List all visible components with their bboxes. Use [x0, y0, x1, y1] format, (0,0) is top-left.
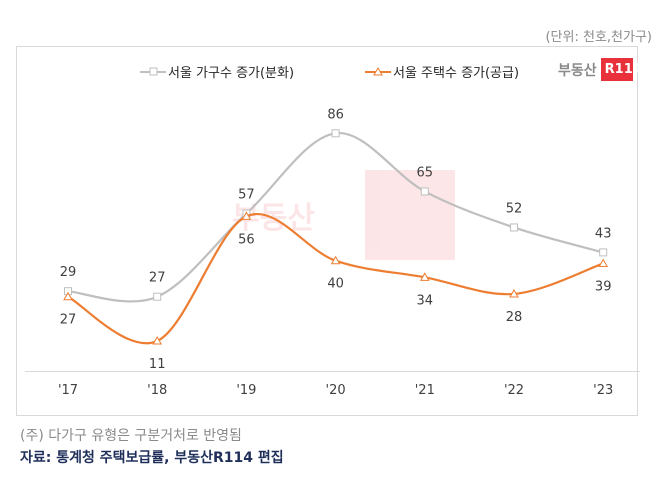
data-point-square [420, 187, 429, 196]
data-label: 27 [60, 313, 77, 328]
legend-square-marker [149, 67, 158, 76]
data-point-triangle [241, 211, 252, 220]
x-tick-label: '19 [236, 383, 256, 398]
data-label: 86 [327, 107, 344, 122]
data-point-triangle [509, 288, 519, 298]
data-point-square [510, 223, 518, 232]
x-tick-label: '20 [326, 383, 346, 398]
legend-label: 서울 주택수 증가(공급) [393, 66, 519, 81]
data-point-triangle [63, 291, 73, 301]
data-point-triangle [598, 258, 609, 267]
logo: 부동산 R114 [558, 58, 642, 81]
logo-badge: R114 [600, 58, 642, 81]
chart-frame [16, 46, 638, 416]
legend-triangle-marker [373, 66, 383, 76]
data-label: 29 [60, 265, 77, 280]
x-tick-label: '18 [147, 383, 167, 398]
unit-label: (단위: 천호,천가구) [545, 30, 652, 45]
data-point-square [153, 292, 162, 301]
data-label: 40 [327, 277, 344, 292]
footnote: (주) 다가구 유형은 구분거처로 반영됨 [20, 428, 242, 444]
data-label: 39 [595, 279, 612, 294]
watermark: 부동산 [232, 170, 455, 260]
source-text: 자료: 통계청 주택보급률, 부동산R114 편집 [20, 450, 284, 466]
data-label: 65 [417, 165, 434, 180]
data-label: 27 [149, 271, 166, 286]
data-label: 28 [506, 310, 523, 325]
data-label: 52 [506, 201, 523, 216]
data-point-square [599, 248, 608, 257]
x-tick-label: '17 [58, 383, 78, 398]
data-label: 56 [238, 232, 255, 247]
x-tick-label: '21 [415, 383, 435, 398]
watermark-badge [365, 170, 455, 260]
data-point-triangle [330, 255, 341, 265]
data-point-square [331, 129, 340, 138]
data-point-triangle [152, 336, 163, 345]
x-tick-label: '23 [593, 383, 613, 398]
data-point-triangle [419, 272, 430, 281]
x-tick-label: '22 [504, 383, 524, 398]
data-label: 34 [417, 293, 434, 308]
data-label: 57 [238, 188, 255, 203]
data-label: 43 [595, 226, 612, 241]
logo-text: 부동산 [558, 62, 597, 79]
legend-label: 서울 가구수 증가(분화) [168, 66, 294, 81]
data-label: 11 [149, 357, 166, 372]
